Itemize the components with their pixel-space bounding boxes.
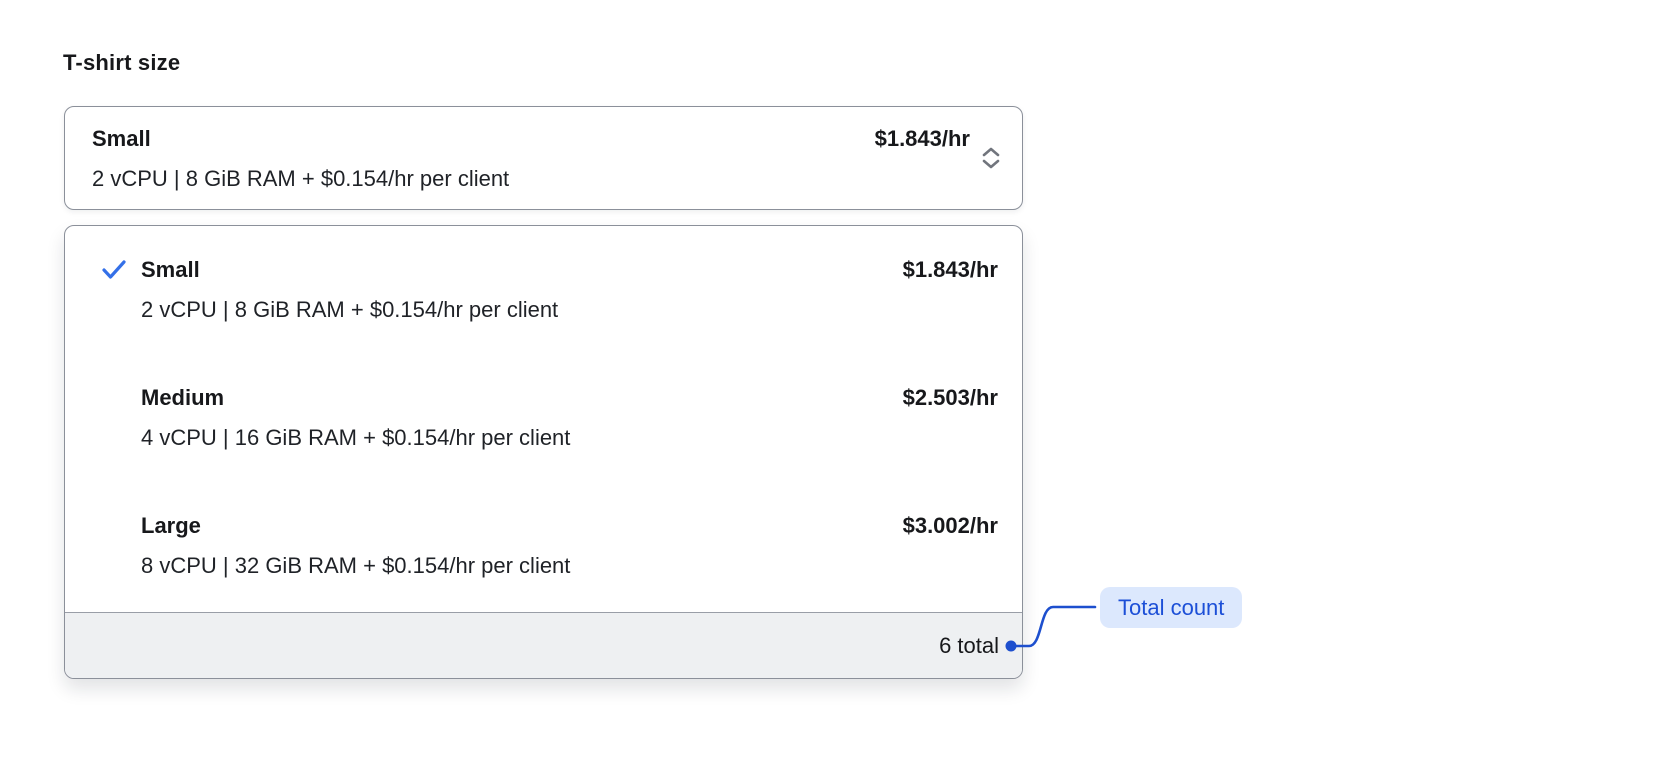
chevron-up-down-icon [982, 147, 1000, 169]
option-small[interactable]: Small $1.843/hr 2 vCPU | 8 GiB RAM + $0.… [65, 228, 1022, 356]
field-label: T-shirt size [63, 50, 181, 75]
check-icon [101, 259, 141, 281]
option-name: Medium [141, 385, 225, 410]
annotation-badge: Total count [1100, 587, 1243, 628]
option-price: $1.843/hr [902, 257, 998, 282]
tshirt-size-select[interactable]: Small $1.843/hr 2 vCPU | 8 GiB RAM + $0.… [64, 106, 1023, 210]
option-specs: 8 vCPU | 32 GiB RAM + $0.154/hr per clie… [141, 553, 571, 578]
option-specs: 2 vCPU | 8 GiB RAM + $0.154/hr per clien… [141, 297, 559, 322]
selected-option-specs: 2 vCPU | 8 GiB RAM + $0.154/hr per clien… [92, 166, 510, 191]
option-specs-row: 2 vCPU | 8 GiB RAM + $0.154/hr per clien… [101, 290, 998, 330]
tshirt-size-dropdown-menu: Small $1.843/hr 2 vCPU | 8 GiB RAM + $0.… [64, 225, 1023, 679]
option-specs-row: 8 vCPU | 32 GiB RAM + $0.154/hr per clie… [101, 546, 998, 586]
option-title-row: Large $3.002/hr [101, 506, 998, 546]
option-name: Small [141, 257, 200, 282]
option-large[interactable]: Large $3.002/hr 8 vCPU | 32 GiB RAM + $0… [65, 484, 1022, 612]
selected-option-name: Small [92, 126, 151, 151]
option-title-row: Small $1.843/hr [101, 250, 998, 290]
option-name: Large [141, 513, 201, 538]
option-price: $2.503/hr [902, 385, 998, 410]
option-medium[interactable]: Medium $2.503/hr 4 vCPU | 16 GiB RAM + $… [65, 356, 1022, 484]
annotation-label: Total count [1118, 594, 1225, 620]
option-price: $3.002/hr [902, 513, 998, 538]
option-specs: 4 vCPU | 16 GiB RAM + $0.154/hr per clie… [141, 425, 571, 450]
selected-option-price: $1.843/hr [874, 126, 970, 151]
option-specs-row: 4 vCPU | 16 GiB RAM + $0.154/hr per clie… [101, 418, 998, 458]
total-count: 6 total [939, 633, 999, 658]
option-title-row: Medium $2.503/hr [101, 378, 998, 418]
dropdown-options-list: Small $1.843/hr 2 vCPU | 8 GiB RAM + $0.… [65, 226, 1022, 612]
select-value-row: Small $1.843/hr [92, 119, 970, 159]
dropdown-footer: 6 total [65, 612, 1022, 678]
